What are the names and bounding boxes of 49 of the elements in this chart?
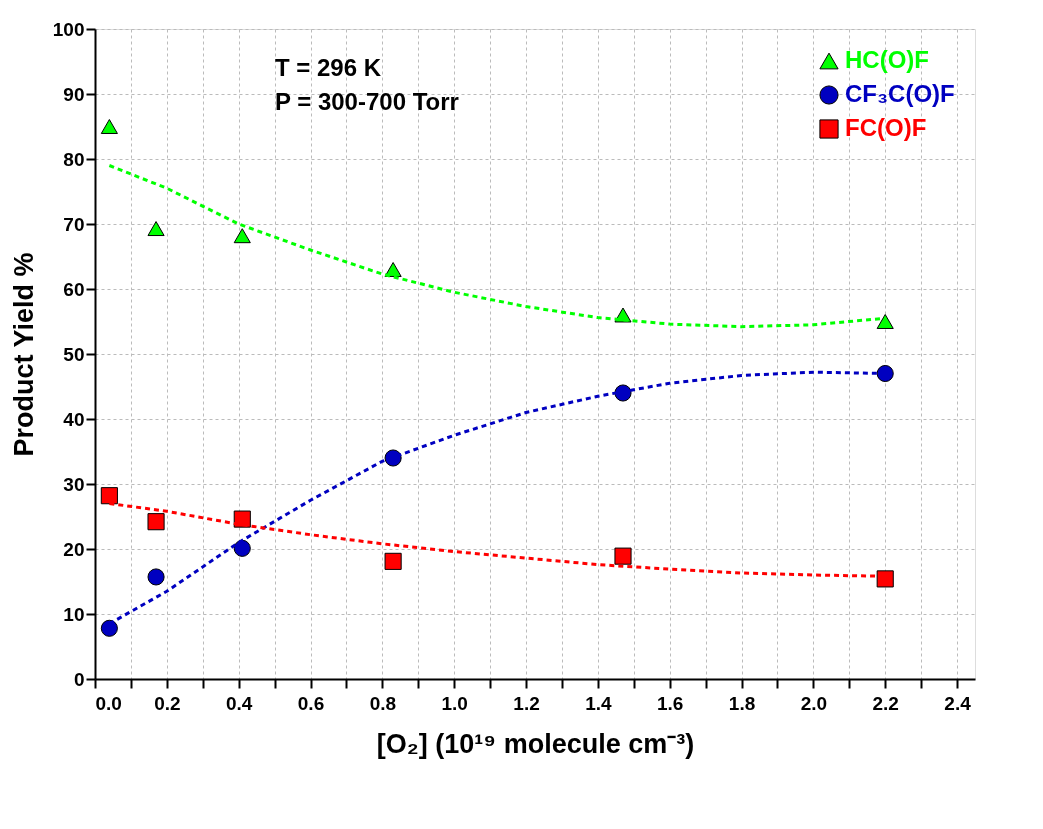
- x-tick-label: 1.2: [513, 692, 540, 714]
- y-tick-label: 50: [63, 343, 85, 365]
- x-tick-label: 2.4: [944, 692, 972, 714]
- legend-label: HC(O)F: [845, 46, 929, 73]
- x-tick-label: 1.8: [728, 692, 756, 714]
- x-tick-label: 1.4: [585, 692, 612, 714]
- point: [384, 262, 402, 277]
- y-tick-label: 40: [63, 408, 85, 430]
- y-tick-label: 60: [63, 278, 85, 300]
- x-tick-label: 1.6: [656, 692, 684, 714]
- point: [100, 619, 118, 637]
- x-tick-label: 2.0: [800, 692, 828, 714]
- y-tick-label: 80: [63, 148, 85, 170]
- annotation: T = 296 K: [275, 54, 382, 81]
- x-tick-label: 0.0: [95, 692, 122, 714]
- x-axis-title: [O₂] (10¹⁹ molecule cm⁻³): [376, 728, 695, 759]
- point: [147, 221, 165, 237]
- point: [233, 228, 251, 244]
- x-tick-label: 0.8: [369, 692, 397, 714]
- y-tick-label: 0: [73, 668, 85, 690]
- y-axis-title: Product Yield %: [8, 252, 39, 457]
- y-tick-label: 10: [63, 603, 85, 625]
- point: [100, 487, 118, 505]
- point: [614, 307, 632, 323]
- point: [876, 570, 894, 588]
- point: [233, 539, 251, 557]
- point: [384, 552, 402, 570]
- legend-label: CF₃C(O)F: [845, 80, 955, 107]
- annotation: P = 300-700 Torr: [275, 88, 459, 115]
- legend-label: FC(O)F: [845, 114, 927, 141]
- x-tick-label: 0.6: [297, 692, 325, 714]
- point: [147, 568, 165, 586]
- point: [614, 547, 632, 565]
- y-tick-label: 100: [52, 18, 85, 40]
- point: [876, 314, 894, 329]
- point: [384, 449, 402, 467]
- y-tick-label: 30: [63, 473, 85, 495]
- point: [876, 364, 894, 383]
- y-tick-label: 70: [63, 213, 85, 235]
- point: [147, 513, 165, 531]
- x-tick-label: 1.0: [441, 692, 468, 714]
- point: [100, 119, 118, 134]
- point: [233, 510, 251, 528]
- x-tick-label: 2.2: [872, 692, 899, 714]
- y-tick-label: 90: [63, 83, 85, 105]
- y-tick-label: 20: [63, 538, 85, 560]
- point: [614, 384, 632, 402]
- x-tick-label: 0.2: [154, 692, 181, 714]
- x-tick-label: 0.4: [225, 692, 253, 714]
